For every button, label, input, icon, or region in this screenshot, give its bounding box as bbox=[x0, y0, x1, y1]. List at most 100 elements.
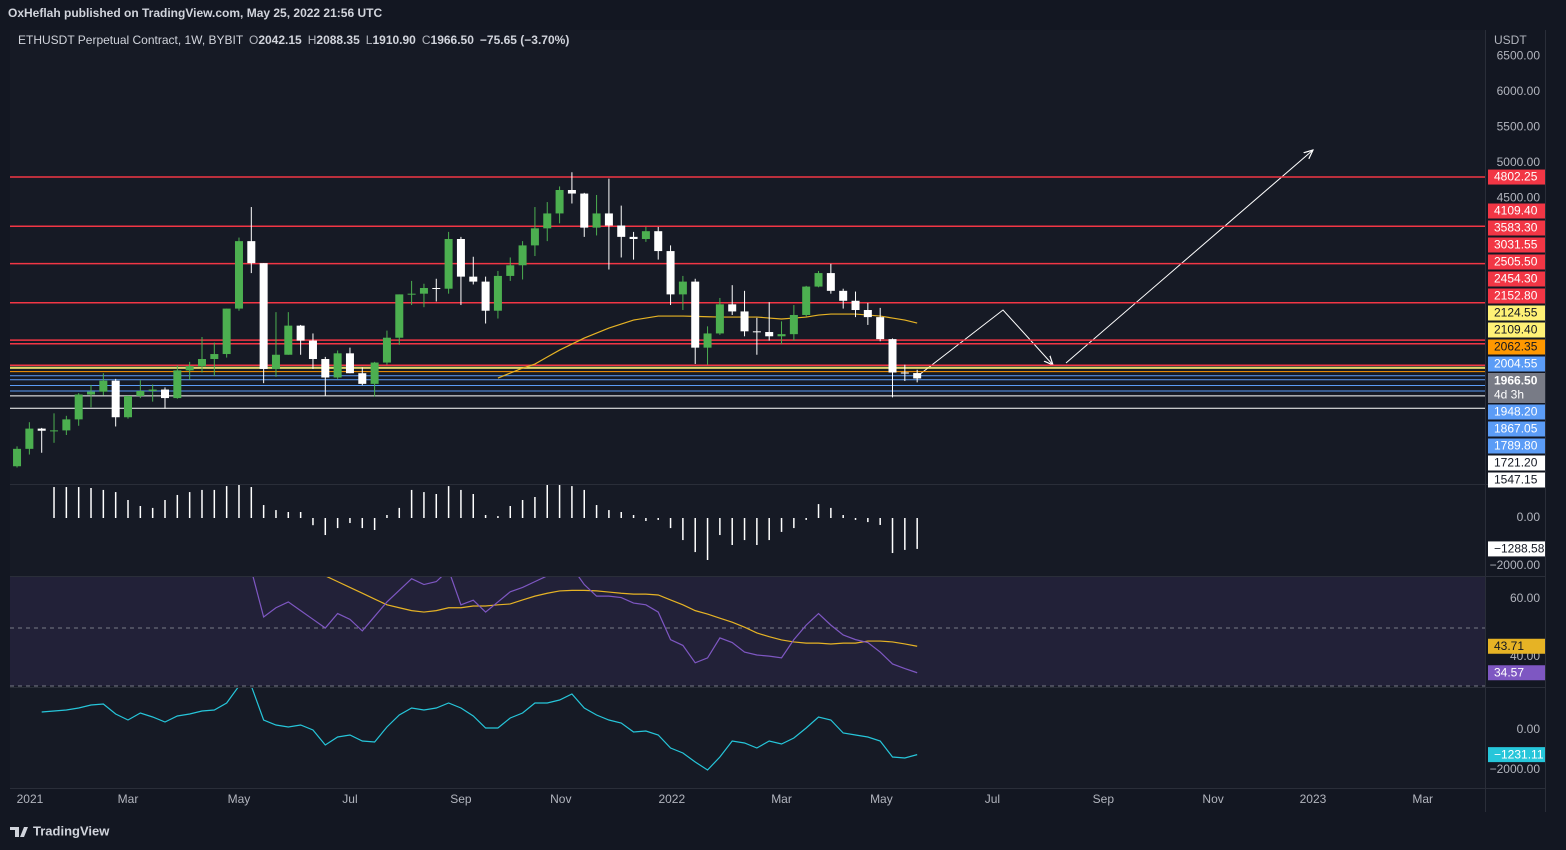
candle-body bbox=[493, 275, 502, 311]
histogram-bar bbox=[608, 510, 610, 518]
level-label: 2062.35 bbox=[1494, 340, 1538, 354]
histogram-bar bbox=[645, 517, 647, 521]
level-label-bg bbox=[1488, 322, 1545, 338]
candle-body bbox=[407, 293, 416, 295]
candle-body bbox=[913, 373, 922, 379]
x-tick-label: May bbox=[228, 792, 251, 806]
histogram-bar bbox=[299, 511, 302, 518]
histogram-bar bbox=[336, 517, 339, 529]
histogram-bar bbox=[398, 507, 401, 518]
candle-body bbox=[876, 317, 885, 340]
candle-body bbox=[888, 339, 897, 373]
x-tick-label: May bbox=[870, 792, 893, 806]
histogram-bar bbox=[595, 505, 598, 518]
last-price-bg bbox=[1488, 373, 1545, 403]
level-label-bg bbox=[1488, 455, 1545, 471]
y-tick-label: 0.00 bbox=[1517, 722, 1541, 736]
histogram-bar bbox=[830, 507, 832, 518]
candle-body bbox=[481, 281, 490, 311]
histogram-bar bbox=[176, 494, 179, 518]
histogram-bar bbox=[731, 517, 733, 545]
x-tick-label: 2022 bbox=[658, 792, 685, 806]
histogram-bar bbox=[682, 517, 684, 541]
histogram-bar bbox=[706, 517, 709, 560]
histogram-bar bbox=[151, 507, 154, 518]
x-tick-label: Nov bbox=[1202, 792, 1223, 806]
histogram-bar bbox=[90, 487, 92, 518]
histogram-bar bbox=[65, 487, 68, 518]
candle-body bbox=[148, 389, 157, 391]
histogram-bar bbox=[916, 517, 918, 549]
histogram-bar bbox=[238, 485, 240, 518]
candle-body bbox=[62, 419, 71, 431]
candle-body bbox=[814, 273, 823, 287]
candle-body bbox=[124, 395, 133, 418]
histogram-bar bbox=[287, 511, 290, 518]
candle-body bbox=[789, 314, 798, 335]
plot-area bbox=[10, 30, 1485, 788]
histogram-bar bbox=[188, 492, 191, 518]
histogram-bar bbox=[694, 517, 696, 553]
candle-body bbox=[284, 325, 293, 355]
histogram-bar bbox=[620, 511, 622, 518]
level-label-bg bbox=[1488, 288, 1545, 304]
candle-body bbox=[728, 304, 737, 312]
candle-body bbox=[382, 337, 391, 363]
level-label: 4109.40 bbox=[1494, 204, 1538, 218]
histogram-bar bbox=[386, 514, 388, 518]
histogram-bar bbox=[768, 517, 770, 541]
candle-body bbox=[74, 394, 83, 420]
histogram-bar bbox=[225, 486, 228, 518]
histogram-bar bbox=[854, 517, 857, 520]
candle-body bbox=[555, 189, 564, 214]
level-label: 1948.20 bbox=[1494, 405, 1538, 419]
histogram-bar bbox=[373, 517, 376, 530]
legend-key: H bbox=[308, 33, 317, 47]
y-tick-label: 5500.00 bbox=[1497, 120, 1541, 134]
candle-body bbox=[160, 389, 169, 399]
level-label-bg bbox=[1488, 339, 1545, 355]
candle-body bbox=[752, 331, 761, 333]
histogram-bar bbox=[77, 487, 80, 518]
level-label-bg bbox=[1488, 271, 1545, 287]
published-note: OxHeflah published on TradingView.com, M… bbox=[8, 6, 382, 20]
level-label-bg bbox=[1488, 203, 1545, 219]
histogram-bar bbox=[484, 514, 487, 518]
histogram-bar bbox=[213, 489, 216, 518]
histogram-bar bbox=[472, 493, 475, 518]
candle-body bbox=[234, 241, 243, 309]
last-value-label-bg bbox=[1488, 747, 1545, 763]
candle-body bbox=[654, 231, 663, 252]
histogram-bar bbox=[521, 499, 524, 518]
level-label-bg bbox=[1488, 356, 1545, 372]
candle-body bbox=[617, 225, 626, 237]
candle-body bbox=[666, 251, 675, 295]
level-label: 4802.25 bbox=[1494, 170, 1538, 184]
candle-body bbox=[900, 372, 909, 374]
y-tick-label: −2000.00 bbox=[1490, 558, 1541, 572]
histogram-bar bbox=[817, 504, 820, 518]
y-tick-label: 0.00 bbox=[1517, 510, 1541, 524]
histogram-bar bbox=[275, 510, 277, 518]
candle-body bbox=[863, 310, 872, 318]
x-tick-label: 2021 bbox=[17, 792, 44, 806]
candle-body bbox=[173, 370, 182, 399]
candle-body bbox=[370, 362, 379, 384]
last-value-label-bg bbox=[1488, 638, 1545, 654]
candle-body bbox=[456, 238, 465, 277]
candle-body bbox=[802, 286, 811, 315]
footer-bar bbox=[0, 812, 1566, 850]
candle-body bbox=[691, 281, 700, 348]
histogram-bar bbox=[842, 514, 844, 518]
y-tick-label: −2000.00 bbox=[1490, 762, 1541, 776]
candle-body bbox=[851, 300, 860, 311]
histogram-bar bbox=[879, 517, 881, 525]
legend-value: 2088.35 bbox=[316, 33, 360, 47]
candle-body bbox=[333, 353, 342, 378]
candle-body bbox=[641, 231, 650, 239]
level-label: 1867.05 bbox=[1494, 422, 1538, 436]
candle-body bbox=[50, 430, 59, 432]
histogram-bar bbox=[114, 492, 117, 518]
